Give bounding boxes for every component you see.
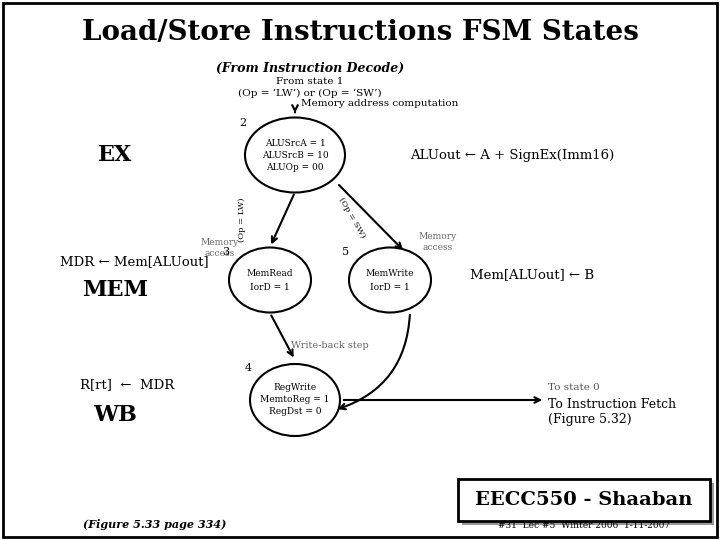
Ellipse shape [250, 364, 340, 436]
Text: WB: WB [93, 404, 137, 426]
Text: IorD = 1: IorD = 1 [370, 282, 410, 292]
Bar [458, 479, 710, 521]
Text: Memory
access: Memory access [201, 238, 239, 258]
Text: Memory
access: Memory access [419, 232, 457, 252]
Text: EX: EX [98, 144, 132, 166]
Text: (Op = SW): (Op = SW) [337, 197, 366, 240]
Bar [462, 483, 714, 525]
Text: RegDst = 0: RegDst = 0 [269, 408, 321, 416]
Text: EECC550 - Shaaban: EECC550 - Shaaban [475, 491, 693, 509]
Text: 4: 4 [244, 363, 251, 373]
Text: R[rt]  ←  MDR: R[rt] ← MDR [80, 379, 174, 392]
Text: ALUSrcA = 1: ALUSrcA = 1 [265, 138, 325, 147]
Text: ALUSrcB = 10: ALUSrcB = 10 [261, 151, 328, 159]
Text: (Figure 5.33 page 334): (Figure 5.33 page 334) [84, 519, 227, 530]
Text: #31  Lec #5  Winter 2006  1-11-2007: #31 Lec #5 Winter 2006 1-11-2007 [498, 521, 670, 530]
Ellipse shape [245, 118, 345, 192]
Text: (Op = LW): (Op = LW) [238, 198, 246, 242]
Text: To state 0: To state 0 [548, 383, 600, 393]
Text: 2: 2 [240, 118, 246, 128]
Text: MemWrite: MemWrite [366, 268, 414, 278]
Text: MemRead: MemRead [247, 268, 293, 278]
Ellipse shape [349, 247, 431, 313]
Text: Write-back step: Write-back step [291, 341, 369, 349]
Ellipse shape [229, 247, 311, 313]
Text: Memory address computation: Memory address computation [301, 99, 459, 109]
Text: (Op = ‘LW’) or (Op = ‘SW’): (Op = ‘LW’) or (Op = ‘SW’) [238, 89, 382, 98]
Text: (From Instruction Decode): (From Instruction Decode) [216, 62, 404, 75]
Text: 3: 3 [222, 247, 230, 257]
Text: Mem[ALUout] ← B: Mem[ALUout] ← B [470, 268, 594, 281]
Text: MEM: MEM [82, 279, 148, 301]
Text: From state 1: From state 1 [276, 78, 343, 86]
Text: MemtoReg = 1: MemtoReg = 1 [261, 395, 330, 404]
Text: ALUout ← A + SignEx(Imm16): ALUout ← A + SignEx(Imm16) [410, 148, 614, 161]
Text: To Instruction Fetch: To Instruction Fetch [548, 399, 676, 411]
Text: IorD = 1: IorD = 1 [250, 282, 290, 292]
Text: Load/Store Instructions FSM States: Load/Store Instructions FSM States [81, 18, 639, 45]
Text: (Figure 5.32): (Figure 5.32) [548, 414, 631, 427]
Text: ALUOp = 00: ALUOp = 00 [266, 163, 324, 172]
Text: RegWrite: RegWrite [274, 383, 317, 393]
Text: 5: 5 [343, 247, 350, 257]
Text: MDR ← Mem[ALUout]: MDR ← Mem[ALUout] [60, 255, 209, 268]
